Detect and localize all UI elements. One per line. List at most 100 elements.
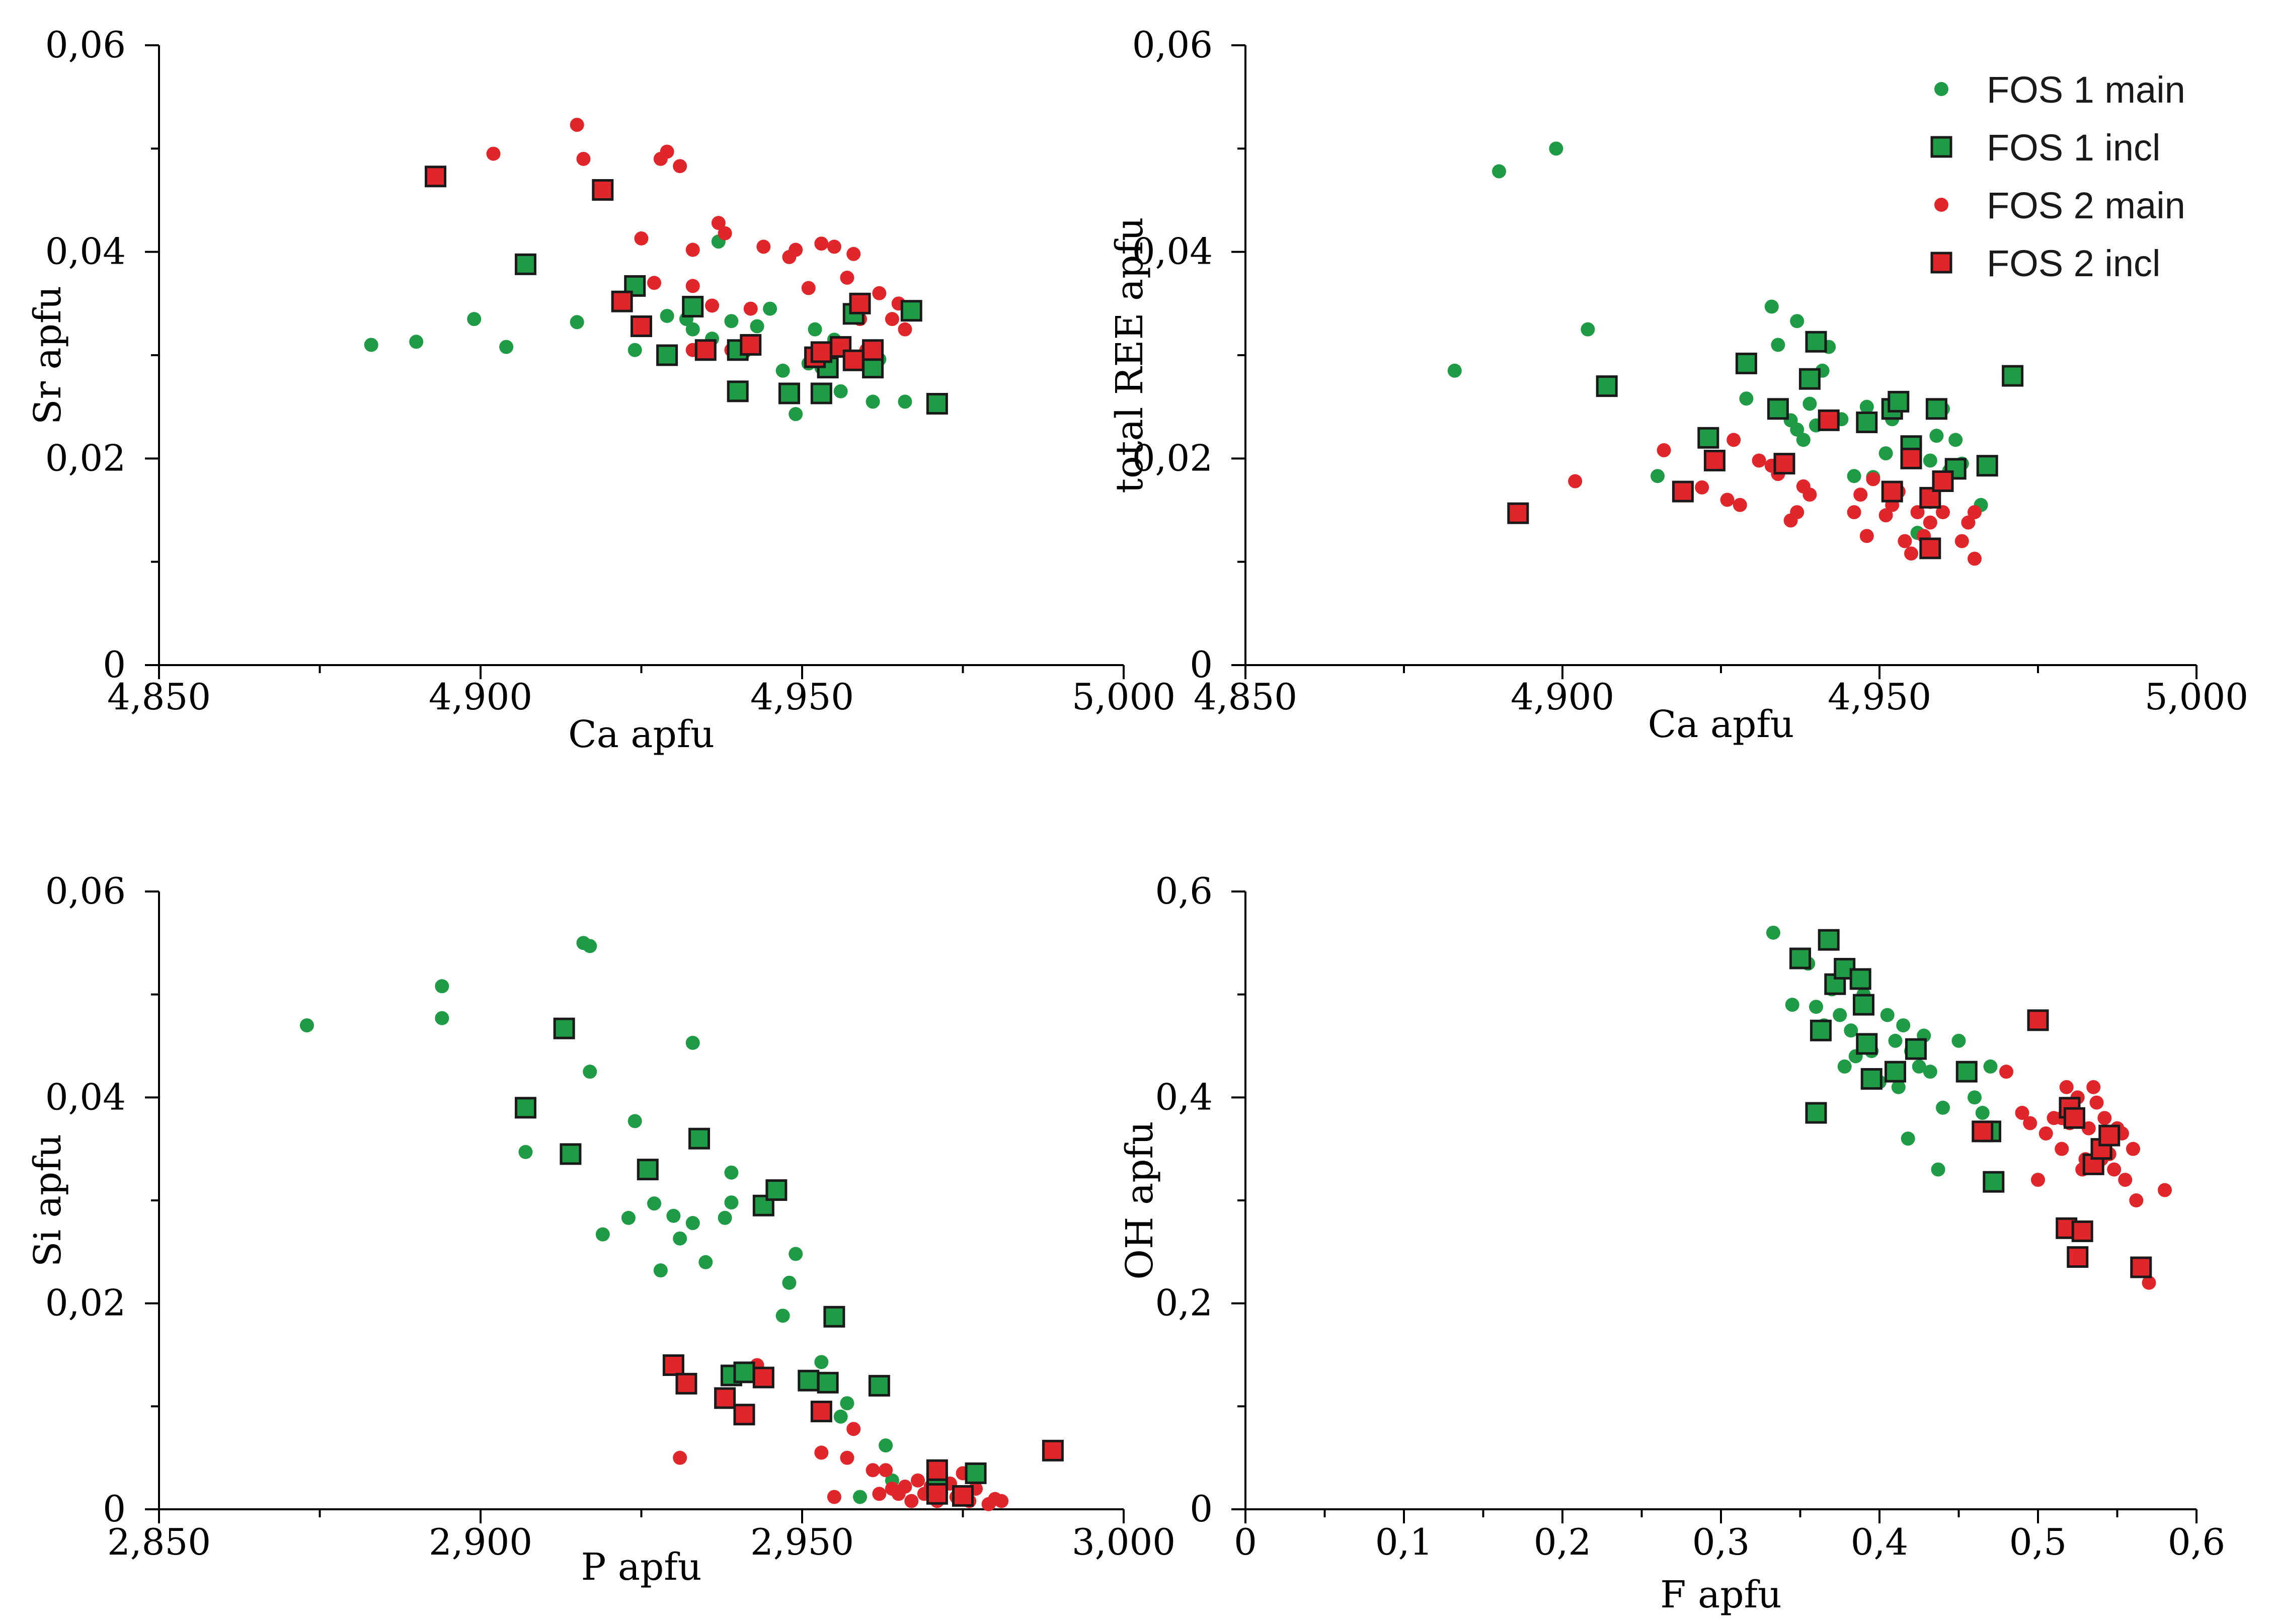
y-tick-label: 0,02 — [1132, 437, 1213, 479]
x-tick-label: 0,6 — [2168, 1521, 2226, 1563]
data-point-square — [733, 1404, 755, 1426]
data-point-square — [798, 1369, 820, 1392]
data-point-circle — [1764, 299, 1779, 314]
data-point-circle — [724, 314, 739, 329]
data-point-square — [1735, 352, 1757, 374]
data-point-circle — [718, 1210, 732, 1225]
data-point-square — [952, 1485, 974, 1507]
data-point-circle — [866, 1463, 880, 1478]
data-point-circle — [840, 271, 854, 285]
data-point-circle — [299, 1018, 314, 1033]
data-point-square — [1860, 1068, 1882, 1090]
data-point-circle — [1844, 1023, 1858, 1038]
data-point-circle — [666, 1208, 681, 1223]
data-point-circle — [756, 239, 771, 254]
legend-label: FOS 1 incl — [1987, 127, 2160, 169]
data-point-circle — [1657, 443, 1671, 457]
data-point-circle — [1896, 1018, 1911, 1033]
y-tick-label: 0,06 — [45, 24, 126, 66]
data-point-circle — [1796, 433, 1811, 447]
data-point-square — [2002, 365, 2024, 387]
data-point-circle — [866, 394, 880, 409]
data-point-square — [592, 179, 614, 201]
data-point-circle — [904, 1494, 919, 1508]
data-point-square — [926, 393, 948, 415]
data-point-circle — [1866, 472, 1880, 486]
data-point-square — [1805, 331, 1827, 353]
data-point-circle — [1581, 322, 1595, 337]
data-point-circle — [833, 1409, 848, 1424]
data-point-square — [1888, 390, 1910, 413]
data-point-circle — [827, 239, 841, 254]
data-point-square — [2067, 1246, 2089, 1268]
data-point-circle — [2038, 1126, 2053, 1141]
data-point-circle — [1891, 1080, 1906, 1094]
data-point-circle — [583, 1065, 597, 1079]
data-point-circle — [1968, 505, 1982, 520]
data-point-square — [425, 166, 447, 188]
data-point-square — [1900, 447, 1922, 469]
x-tick-label: 2,900 — [429, 1521, 532, 1563]
data-point-circle — [1847, 469, 1861, 483]
legend-marker-circle — [1934, 82, 1948, 96]
x-axis-title: Ca apfu — [568, 713, 715, 756]
data-point-circle — [2023, 1116, 2037, 1130]
data-point-square — [1703, 449, 1725, 471]
data-point-circle — [1888, 1033, 1903, 1048]
legend-marker-square — [1930, 136, 1952, 158]
data-point-circle — [814, 1355, 829, 1369]
data-point-circle — [576, 151, 591, 166]
data-point-circle — [627, 343, 642, 357]
y-tick-label: 0,04 — [45, 1076, 126, 1118]
data-point-square — [2063, 1107, 2085, 1129]
legend-marker-circle — [1934, 198, 1948, 212]
data-point-circle — [711, 216, 726, 230]
data-point-circle — [911, 1473, 925, 1488]
data-point-circle — [846, 247, 861, 261]
data-point-square — [1810, 1019, 1832, 1041]
data-point-circle — [1695, 480, 1709, 495]
data-point-square — [778, 382, 800, 404]
x-tick-label: 4,900 — [429, 676, 532, 718]
data-point-circle — [647, 1196, 662, 1211]
data-point-circle — [782, 1275, 797, 1290]
x-tick-label: 4,850 — [107, 676, 211, 718]
y-tick-label: 0,4 — [1155, 1076, 1213, 1118]
data-point-circle — [2126, 1142, 2140, 1156]
data-point-square — [862, 357, 884, 379]
data-point-circle — [1912, 1059, 1926, 1074]
data-point-square — [656, 344, 678, 366]
data-point-circle — [685, 1035, 700, 1050]
data-point-circle — [2107, 1162, 2122, 1177]
y-axis-title: total REE apfu — [1108, 217, 1151, 493]
data-point-circle — [1929, 429, 1944, 443]
data-point-circle — [833, 384, 848, 398]
data-point-circle — [1549, 141, 1563, 156]
data-point-circle — [1847, 505, 1861, 520]
data-point-square — [1596, 375, 1618, 397]
data-point-square — [662, 1354, 684, 1376]
data-point-circle — [518, 1145, 533, 1159]
data-point-square — [752, 1366, 774, 1389]
data-point-circle — [1898, 534, 1912, 548]
x-tick-label: 3,000 — [1072, 1521, 1175, 1563]
data-point-circle — [2015, 1106, 2029, 1120]
data-point-circle — [1948, 433, 1963, 447]
data-point-circle — [827, 1490, 841, 1504]
data-point-square — [810, 341, 832, 363]
data-point-circle — [1809, 1000, 1823, 1014]
y-tick-label: 0,06 — [1132, 24, 1213, 66]
data-point-circle — [435, 1011, 449, 1025]
data-point-square — [1849, 968, 1871, 990]
data-point-square — [694, 339, 717, 361]
data-point-circle — [705, 298, 720, 313]
data-point-circle — [808, 322, 822, 337]
data-point-square — [900, 300, 922, 322]
data-point-circle — [698, 1255, 713, 1269]
data-point-square — [926, 1459, 948, 1481]
data-point-circle — [724, 1165, 739, 1180]
y-tick-label: 0,6 — [1155, 870, 1213, 912]
data-point-circle — [2142, 1275, 2156, 1290]
y-axis-title: Si apfu — [26, 1134, 69, 1267]
data-point-circle — [1859, 529, 1874, 543]
